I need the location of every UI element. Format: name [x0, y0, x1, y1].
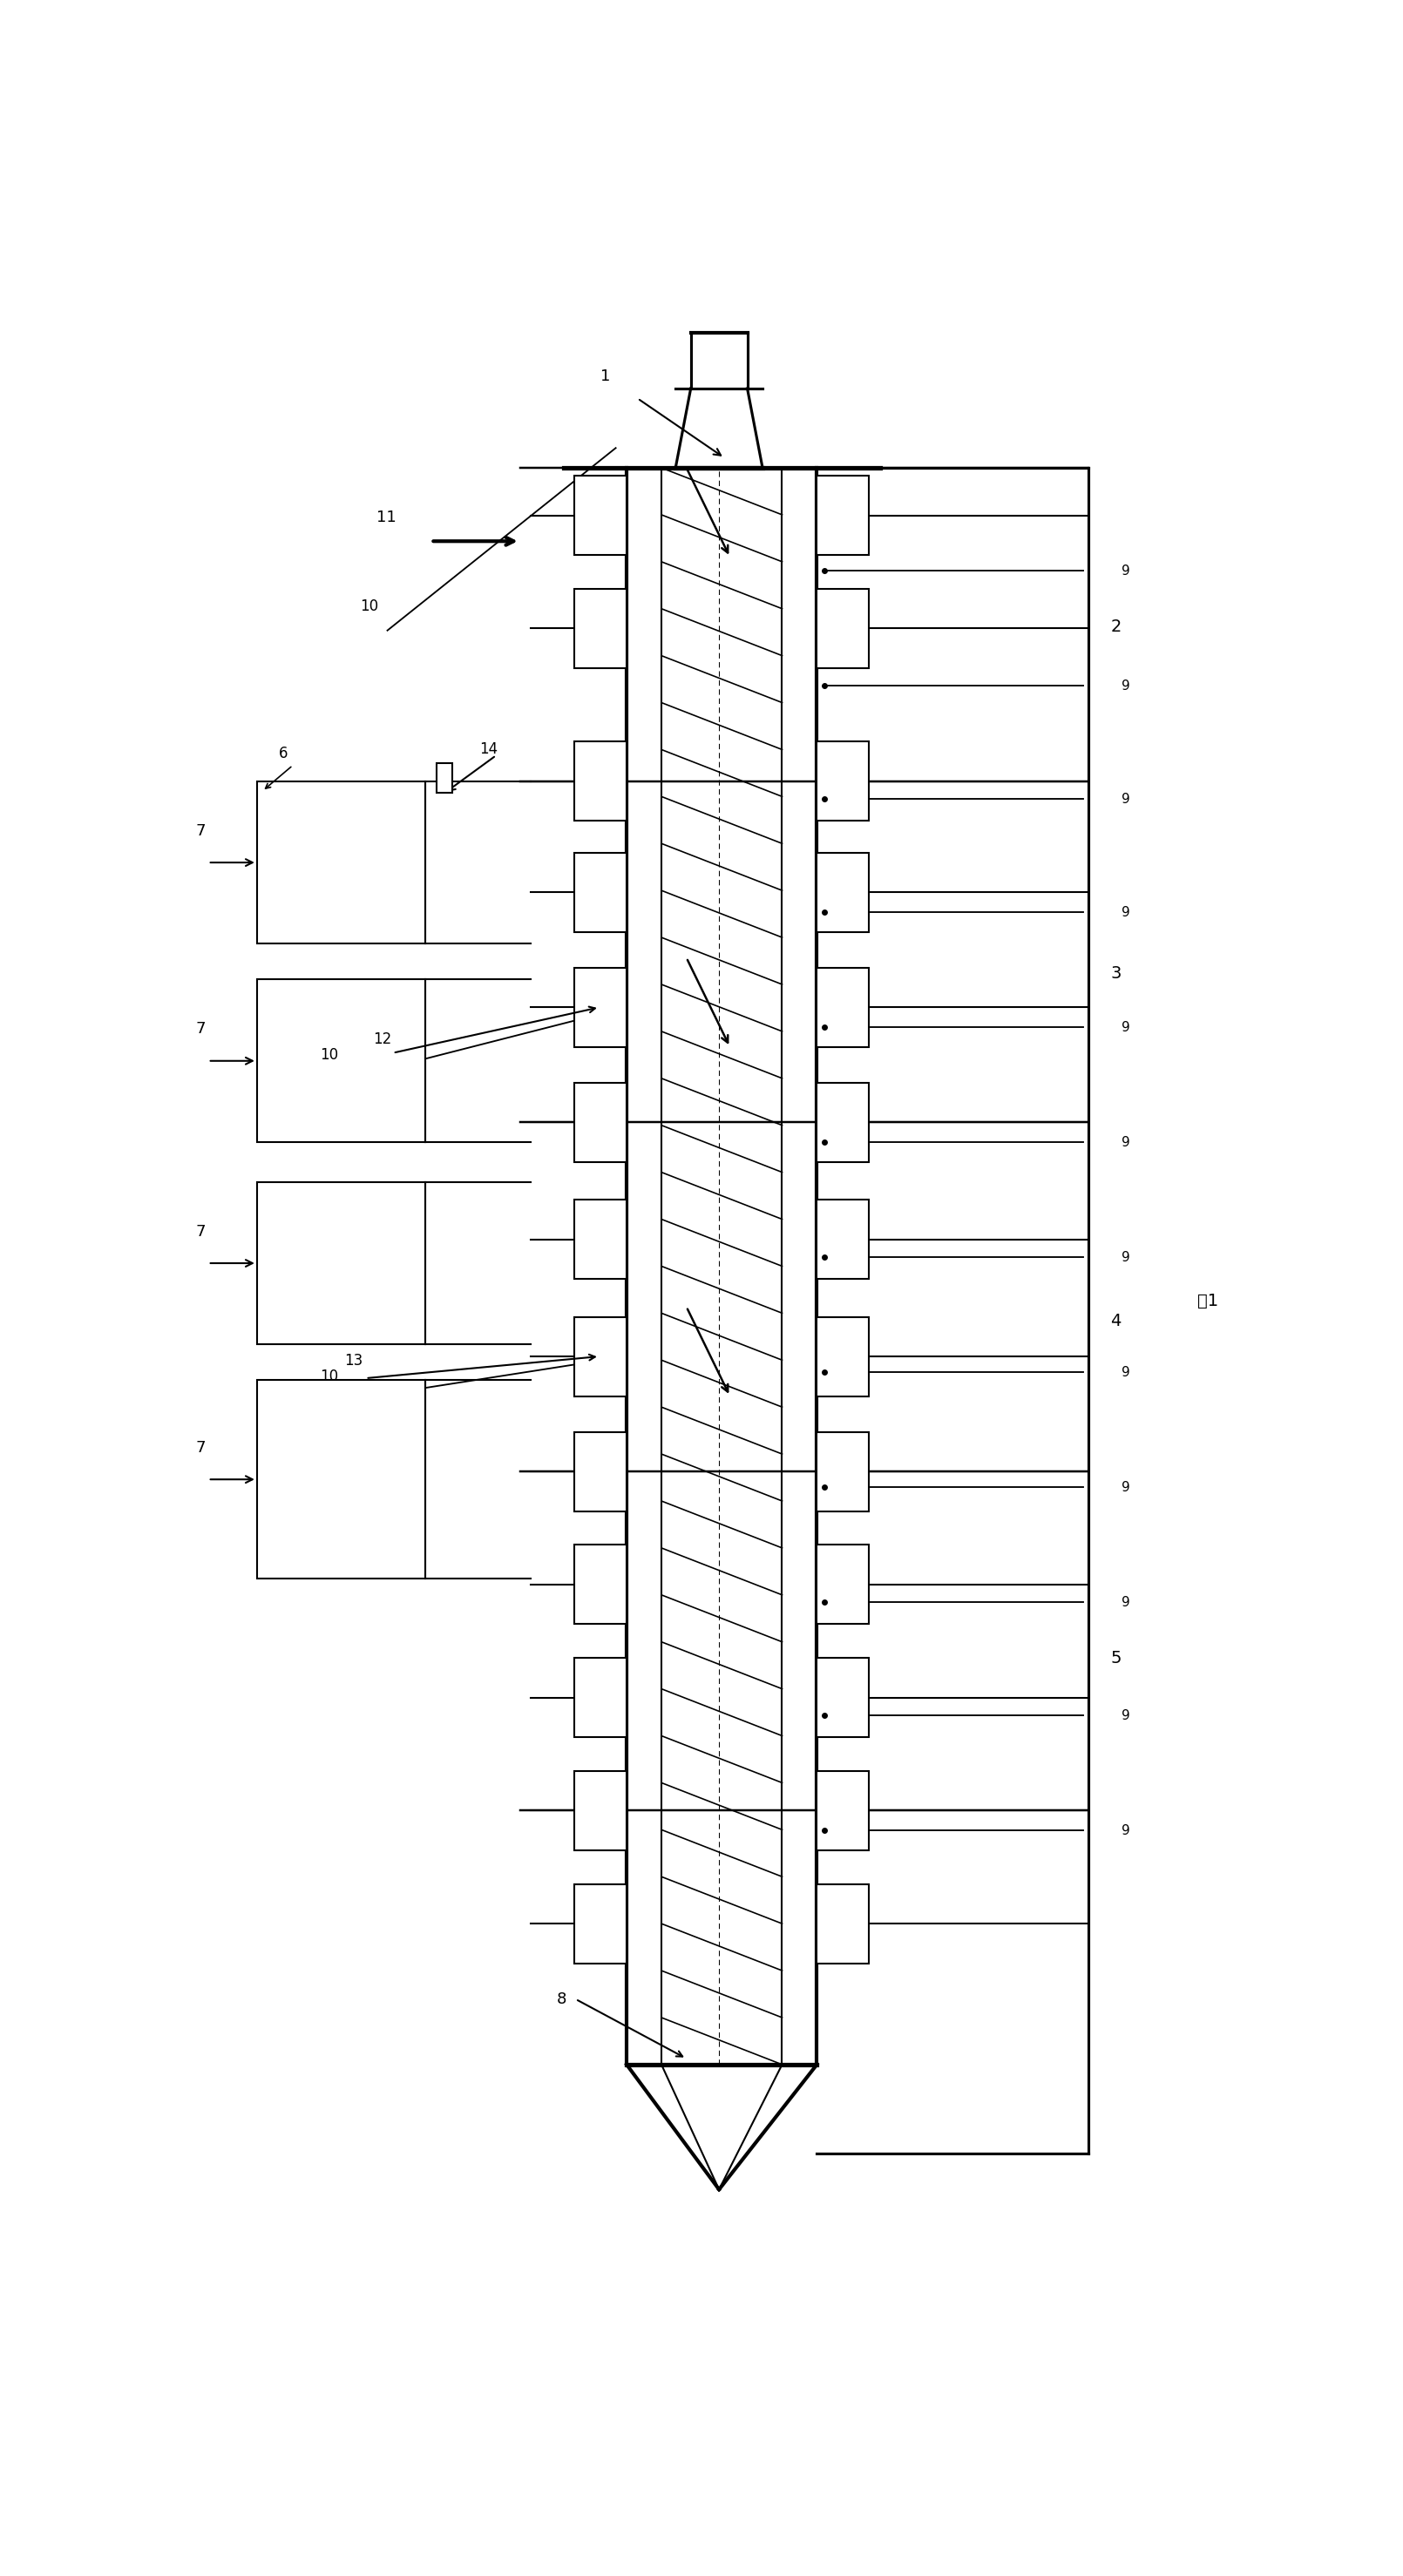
Text: 5: 5 — [1111, 1649, 1121, 1667]
Text: 4: 4 — [1111, 1311, 1121, 1329]
Bar — [257, 1182, 425, 1345]
Text: 2: 2 — [1111, 618, 1121, 634]
Bar — [574, 1432, 627, 1512]
Bar — [817, 477, 868, 554]
Bar — [574, 1546, 627, 1625]
Bar — [257, 979, 425, 1141]
Bar — [574, 1883, 627, 1963]
Text: 9: 9 — [1121, 1020, 1129, 1033]
Text: 3: 3 — [1111, 966, 1121, 981]
Text: 11: 11 — [376, 510, 397, 526]
Bar — [574, 742, 627, 822]
Bar — [574, 1659, 627, 1736]
Text: 8: 8 — [557, 1991, 567, 2007]
Text: 7: 7 — [195, 1224, 205, 1239]
Bar — [574, 477, 627, 554]
Text: 6: 6 — [279, 744, 288, 762]
Text: 10: 10 — [361, 598, 379, 616]
Text: 图1: 图1 — [1198, 1293, 1218, 1309]
Text: 9: 9 — [1121, 1708, 1129, 1721]
Text: 9: 9 — [1121, 1481, 1129, 1494]
Bar — [574, 590, 627, 667]
Bar — [574, 969, 627, 1046]
Text: 12: 12 — [373, 1030, 391, 1046]
Text: 9: 9 — [1121, 793, 1129, 806]
Bar — [817, 1200, 868, 1280]
Text: 7: 7 — [195, 1440, 205, 1455]
Bar — [574, 1200, 627, 1280]
Text: 13: 13 — [344, 1352, 362, 1368]
Text: 10: 10 — [320, 1048, 338, 1064]
Text: 9: 9 — [1121, 1136, 1129, 1149]
Bar — [574, 1082, 627, 1162]
Text: 9: 9 — [1121, 1824, 1129, 1837]
Text: 9: 9 — [1121, 564, 1129, 577]
Bar — [817, 1432, 868, 1512]
Text: 7: 7 — [195, 824, 205, 840]
Text: 10: 10 — [320, 1368, 338, 1383]
Bar — [257, 781, 425, 943]
Bar — [817, 969, 868, 1046]
Text: 9: 9 — [1121, 907, 1129, 920]
Text: 1: 1 — [600, 368, 610, 384]
Text: 9: 9 — [1121, 1252, 1129, 1265]
Bar — [574, 1316, 627, 1396]
Text: 9: 9 — [1121, 1365, 1129, 1378]
Bar — [817, 1316, 868, 1396]
Text: 14: 14 — [480, 742, 498, 757]
Bar — [257, 1381, 425, 1579]
Text: 9: 9 — [1121, 680, 1129, 693]
Bar — [817, 1659, 868, 1736]
Bar — [817, 1546, 868, 1625]
Text: 9: 9 — [1121, 1597, 1129, 1610]
Bar — [817, 1082, 868, 1162]
Bar — [817, 853, 868, 933]
Bar — [817, 590, 868, 667]
Bar — [436, 762, 453, 793]
Text: 7: 7 — [195, 1023, 205, 1038]
Bar — [817, 742, 868, 822]
Bar — [817, 1770, 868, 1850]
Bar — [817, 1883, 868, 1963]
Bar — [574, 853, 627, 933]
Bar — [574, 1770, 627, 1850]
